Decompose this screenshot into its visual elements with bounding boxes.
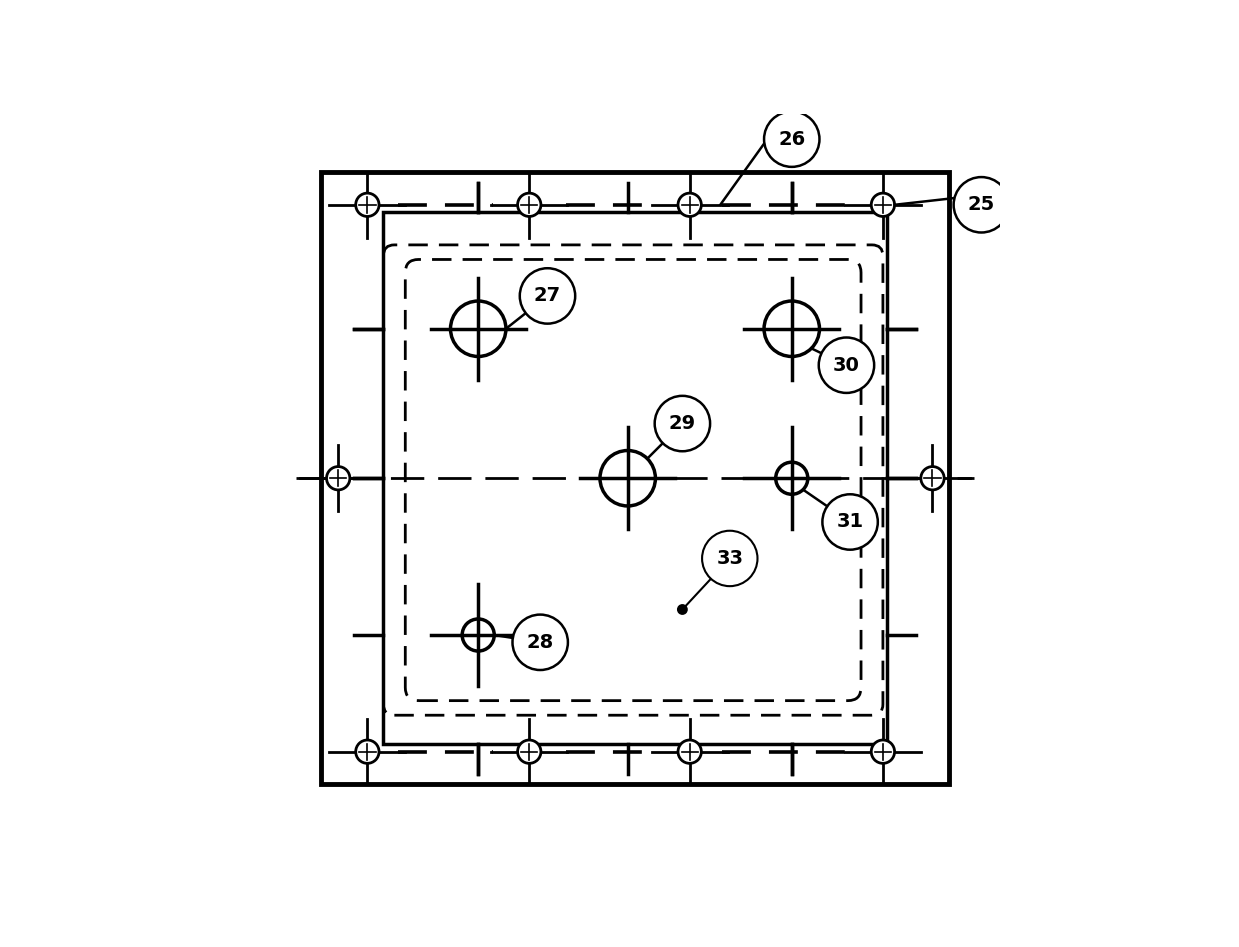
Bar	[383, 212, 887, 744]
Circle shape	[451, 301, 506, 356]
Text: 28: 28	[527, 633, 554, 652]
Text: 27: 27	[534, 286, 561, 306]
Text: 33: 33	[716, 549, 743, 568]
Circle shape	[356, 740, 379, 763]
Circle shape	[776, 462, 808, 494]
Circle shape	[513, 615, 567, 670]
Circle shape	[520, 268, 575, 324]
Circle shape	[764, 112, 819, 167]
Text: 25: 25	[968, 195, 995, 214]
Circle shape	[819, 337, 875, 393]
Circle shape	[954, 177, 1009, 233]
Circle shape	[654, 396, 710, 452]
Circle shape	[462, 619, 494, 651]
Circle shape	[871, 740, 895, 763]
Circle shape	[823, 494, 877, 549]
Text: 30: 30	[833, 356, 860, 375]
Circle shape	[921, 467, 944, 490]
Circle shape	[678, 193, 701, 217]
Circle shape	[327, 467, 349, 490]
Bar	[321, 172, 949, 784]
Circle shape	[356, 193, 379, 217]
Text: 31: 31	[836, 512, 864, 531]
Circle shape	[600, 451, 655, 506]
Circle shape	[764, 301, 819, 356]
Circle shape	[678, 605, 686, 614]
Circle shape	[678, 740, 701, 763]
Text: 26: 26	[778, 130, 805, 149]
Circle shape	[703, 530, 757, 586]
Circle shape	[518, 740, 541, 763]
Circle shape	[518, 193, 541, 217]
Circle shape	[871, 193, 895, 217]
Text: 29: 29	[669, 414, 696, 433]
